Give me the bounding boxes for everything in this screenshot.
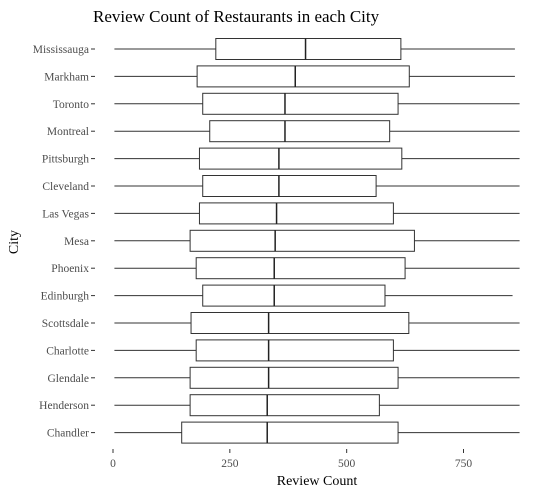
- y-tick-label-henderson: Henderson: [39, 400, 89, 412]
- box-montreal: [114, 120, 520, 143]
- y-tick-label-chandler: Chandler: [47, 428, 89, 440]
- iqr-box-edinburgh: [202, 284, 386, 307]
- x-tick-label-750: 750: [455, 458, 473, 470]
- iqr-box-phoenix: [195, 257, 406, 280]
- x-axis-title: Review Count: [277, 474, 358, 489]
- box-cleveland: [114, 175, 520, 197]
- y-tick-label-phoenix: Phoenix: [51, 263, 89, 275]
- iqr-box-markham: [196, 65, 410, 88]
- box-scottsdale: [114, 312, 520, 334]
- y-tick-label-mississauga: Mississauga: [33, 44, 89, 56]
- y-tick-label-toronto: Toronto: [53, 99, 89, 111]
- x-tick-label-500: 500: [338, 458, 356, 470]
- x-tick-label-250: 250: [221, 458, 239, 470]
- iqr-box-mississauga: [215, 38, 402, 60]
- iqr-box-cleveland: [202, 175, 377, 197]
- iqr-box-toronto: [202, 92, 399, 115]
- box-henderson: [114, 394, 520, 417]
- x-tick-label-0: 0: [110, 458, 116, 470]
- iqr-box-pittsburgh: [198, 147, 403, 170]
- box-chandler: [114, 421, 520, 444]
- iqr-box-charlotte: [195, 339, 394, 362]
- y-tick-label-markham: Markham: [44, 71, 89, 83]
- box-mississauga: [114, 38, 515, 60]
- y-axis-title: City: [7, 230, 22, 254]
- y-tick-label-charlotte: Charlotte: [46, 345, 89, 357]
- box-mesa: [114, 229, 520, 252]
- box-edinburgh: [114, 284, 513, 307]
- y-tick-label-edinburgh: Edinburgh: [41, 291, 90, 303]
- iqr-box-henderson: [189, 394, 380, 417]
- y-tick-label-las-vegas: Las Vegas: [42, 208, 89, 220]
- y-tick-label-scottsdale: Scottsdale: [42, 318, 89, 330]
- y-tick-label-mesa: Mesa: [64, 236, 89, 248]
- box-phoenix: [114, 257, 520, 280]
- iqr-box-glendale: [189, 366, 399, 389]
- x-axis: 0 250 500 750: [110, 449, 472, 470]
- chart-title: Review Count of Restaurants in each City: [93, 7, 380, 26]
- iqr-box-montreal: [209, 120, 391, 143]
- y-tick-label-pittsburgh: Pittsburgh: [42, 154, 89, 166]
- box-pittsburgh: [114, 147, 520, 170]
- box-charlotte: [114, 339, 520, 362]
- iqr-box-scottsdale: [190, 312, 410, 334]
- plot-area: [114, 38, 520, 444]
- box-las-vegas: [114, 202, 520, 225]
- y-tick-label-cleveland: Cleveland: [42, 181, 89, 193]
- y-tick-label-glendale: Glendale: [47, 373, 89, 385]
- iqr-box-chandler: [181, 421, 399, 444]
- box-toronto: [114, 92, 520, 115]
- iqr-box-mesa: [189, 229, 415, 252]
- box-glendale: [114, 366, 520, 389]
- y-axis: Mississauga Markham Toronto Montreal Pittsbu…: [33, 44, 95, 440]
- box-markham: [114, 65, 515, 88]
- iqr-box-las-vegas: [198, 202, 394, 225]
- y-tick-label-montreal: Montreal: [47, 126, 89, 138]
